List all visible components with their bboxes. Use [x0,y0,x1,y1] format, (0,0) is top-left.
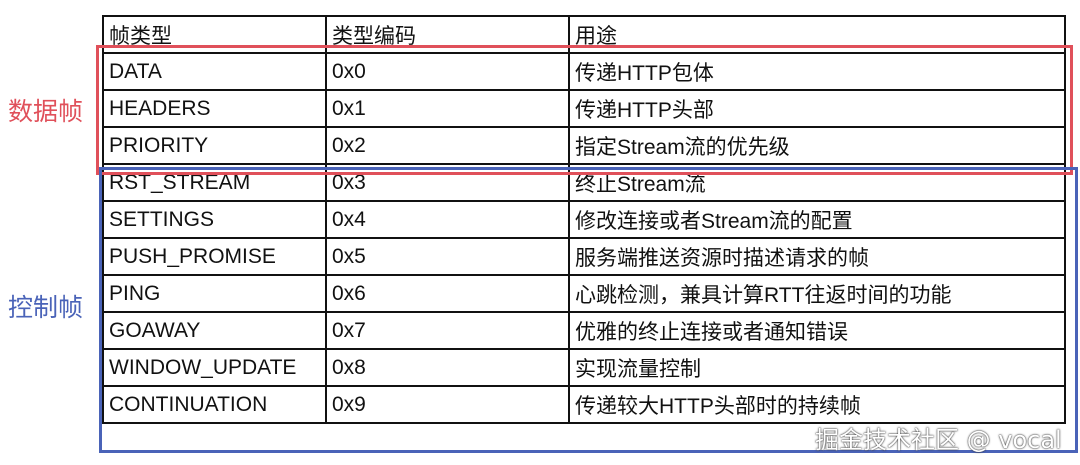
type-code-cell: 0x6 [325,274,570,313]
purpose-cell: 实现流量控制 [568,348,1066,387]
purpose-cell: 心跳检测，兼具计算RTT往返时间的功能 [568,274,1066,313]
control-frames-label: 控制帧 [8,293,84,322]
purpose-cell: 传递HTTP头部 [568,89,1066,128]
table-row: PUSH_PROMISE 0x5 服务端推送资源时描述请求的帧 [102,237,1066,276]
purpose-cell: 终止Stream流 [568,163,1066,202]
table-row: WINDOW_UPDATE 0x8 实现流量控制 [102,348,1066,387]
table-row: GOAWAY 0x7 优雅的终止连接或者通知错误 [102,311,1066,350]
frame-type-cell: DATA [102,52,327,91]
table-row: DATA 0x0 传递HTTP包体 [102,52,1066,91]
type-code-cell: 0x4 [325,200,570,239]
table-row: PRIORITY 0x2 指定Stream流的优先级 [102,126,1066,165]
table-row: CONTINUATION 0x9 传递较大HTTP头部时的持续帧 [102,385,1066,424]
frame-type-cell: PING [102,274,327,313]
table-row: HEADERS 0x1 传递HTTP头部 [102,89,1066,128]
type-code-cell: 0x3 [325,163,570,202]
type-code-cell: 0x1 [325,89,570,128]
purpose-cell: 优雅的终止连接或者通知错误 [568,311,1066,350]
purpose-cell: 指定Stream流的优先级 [568,126,1066,165]
purpose-cell: 传递HTTP包体 [568,52,1066,91]
purpose-cell: 服务端推送资源时描述请求的帧 [568,237,1066,276]
frame-type-cell: GOAWAY [102,311,327,350]
frame-type-cell: RST_STREAM [102,163,327,202]
table-row: PING 0x6 心跳检测，兼具计算RTT往返时间的功能 [102,274,1066,313]
frame-type-cell: PRIORITY [102,126,327,165]
frame-type-table: 帧类型 类型编码 用途 DATA 0x0 传递HTTP包体 HEADERS 0x1 传递HTTP… [102,15,1066,424]
frame-type-cell: SETTINGS [102,200,327,239]
type-code-cell: 0x2 [325,126,570,165]
type-code-cell: 0x7 [325,311,570,350]
data-frames-label: 数据帧 [8,97,84,126]
frame-type-cell: HEADERS [102,89,327,128]
header-row: 帧类型 类型编码 用途 [102,15,1066,54]
frame-type-cell: PUSH_PROMISE [102,237,327,276]
frame-type-cell: WINDOW_UPDATE [102,348,327,387]
frame-type-cell: 帧类型 [102,15,327,54]
table-row: RST_STREAM 0x3 终止Stream流 [102,163,1066,202]
purpose-cell: 传递较大HTTP头部时的持续帧 [568,385,1066,424]
table-row: SETTINGS 0x4 修改连接或者Stream流的配置 [102,200,1066,239]
purpose-cell: 用途 [568,15,1066,54]
type-code-cell: 类型编码 [325,15,570,54]
watermark: 掘金技术社区 @ vocal [815,426,1062,454]
type-code-cell: 0x9 [325,385,570,424]
type-code-cell: 0x8 [325,348,570,387]
purpose-cell: 修改连接或者Stream流的配置 [568,200,1066,239]
type-code-cell: 0x5 [325,237,570,276]
type-code-cell: 0x0 [325,52,570,91]
frame-type-cell: CONTINUATION [102,385,327,424]
